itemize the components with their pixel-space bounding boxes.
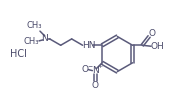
Text: O: O bbox=[81, 65, 88, 74]
Text: HCl: HCl bbox=[10, 49, 27, 59]
Text: N: N bbox=[42, 34, 48, 43]
Text: −: − bbox=[87, 63, 93, 68]
Text: O: O bbox=[92, 81, 99, 90]
Text: CH₃: CH₃ bbox=[26, 21, 42, 30]
Text: CH₃: CH₃ bbox=[23, 37, 39, 46]
Text: N: N bbox=[92, 66, 99, 75]
Text: HN: HN bbox=[82, 41, 95, 50]
Text: OH: OH bbox=[150, 42, 164, 51]
Text: O: O bbox=[149, 29, 156, 38]
Text: +: + bbox=[97, 64, 102, 69]
